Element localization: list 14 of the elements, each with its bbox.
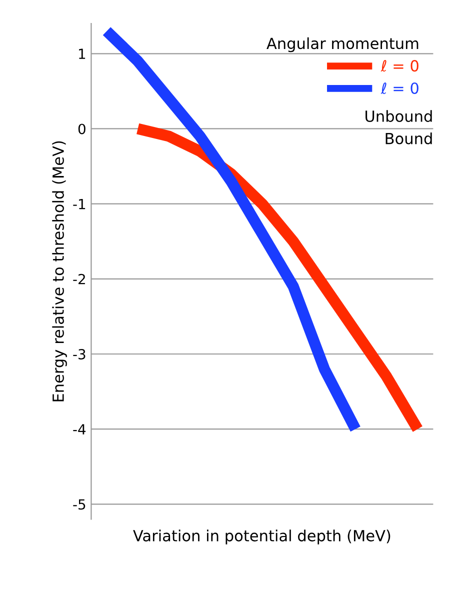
legend-title: Angular momentum [266, 37, 418, 52]
y-tick-label: 0 [78, 124, 86, 134]
y-tick-label: -5 [73, 499, 86, 510]
y-tick-label: -4 [73, 424, 86, 434]
annotation: Unbound [366, 110, 432, 122]
y-tick-label: -2 [73, 274, 85, 284]
y-axis-title: Energy relative to threshold (MeV) [52, 141, 67, 402]
y-tick-label: -3 [73, 348, 86, 360]
legend-label: ℓ = 0 [380, 82, 418, 94]
legend-label: ℓ = 0 [380, 60, 418, 72]
y-tick-label: 1 [79, 48, 86, 59]
x-axis-title: Variation in potential depth (MeV) [133, 530, 390, 544]
y-tick-label: -1 [73, 198, 86, 210]
annotation: Bound [386, 132, 432, 144]
